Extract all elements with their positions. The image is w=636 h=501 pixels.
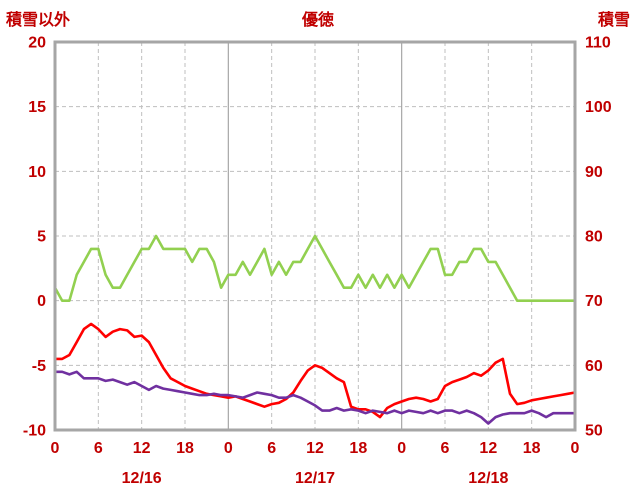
x-axis-tick-label: 18: [523, 440, 541, 457]
left-axis-tick-label: 0: [37, 293, 46, 310]
x-axis-tick-label: 12: [479, 440, 497, 457]
left-axis-tick-label: -10: [23, 423, 46, 440]
x-axis-date-label: 12/17: [295, 470, 335, 487]
left-axis-tick-label: -5: [32, 358, 46, 375]
x-axis-tick-label: 12: [133, 440, 151, 457]
x-axis-tick-label: 6: [94, 440, 103, 457]
plot-border: [53, 40, 577, 432]
left-axis-tick-label: 5: [37, 229, 46, 246]
chart-title: 優徳: [301, 12, 334, 29]
x-axis-tick-label: 0: [224, 440, 233, 457]
x-axis-tick-label: 0: [571, 440, 580, 457]
left-axis-title: 積雪以外: [6, 12, 71, 29]
x-axis-tick-label: 18: [349, 440, 367, 457]
left-axis-tick-label: 15: [28, 99, 46, 116]
left-axis-tick-label: 10: [28, 164, 46, 181]
right-axis-tick-label: 50: [585, 423, 603, 440]
series-red-line: [53, 322, 577, 419]
right-axis-tick-label: 100: [585, 99, 612, 116]
x-axis-tick-label: 6: [441, 440, 450, 457]
right-axis-tick-label: 70: [585, 293, 603, 310]
x-axis-tick-label: 0: [51, 440, 60, 457]
x-axis-tick-label: 12: [306, 440, 324, 457]
right-axis-tick-label: 110: [585, 35, 611, 52]
x-axis-date-label: 12/16: [122, 470, 162, 487]
x-axis-tick-label: 6: [267, 440, 276, 457]
x-axis-date-label: 12/18: [468, 470, 508, 487]
right-axis-tick-label: 60: [585, 358, 603, 375]
series-purple-line: [53, 370, 577, 425]
x-axis-tick-label: 18: [176, 440, 194, 457]
right-axis-tick-label: 80: [585, 229, 603, 246]
series-green-line: [53, 234, 577, 302]
right-axis-title: 積雪: [597, 12, 630, 29]
right-axis-tick-label: 90: [585, 164, 603, 181]
x-axis-tick-label: 0: [397, 440, 406, 457]
left-axis-tick-label: 20: [28, 35, 46, 52]
